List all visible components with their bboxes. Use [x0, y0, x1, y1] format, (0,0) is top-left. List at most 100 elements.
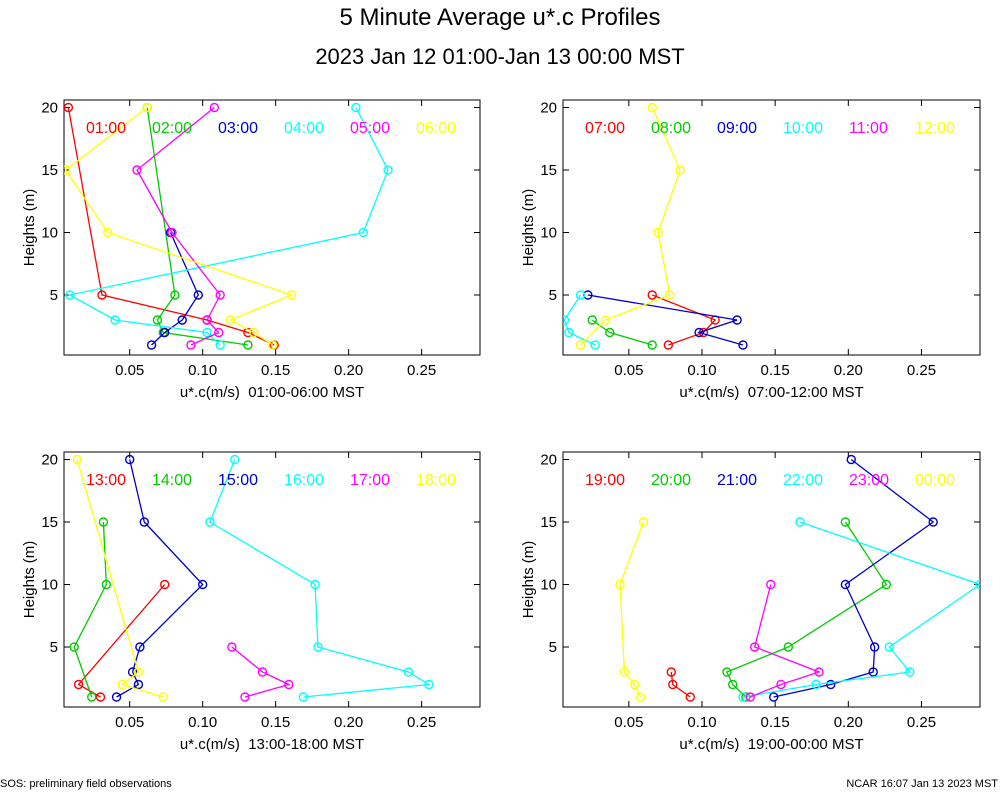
series-1300-point: [95, 692, 106, 702]
series-0900-point: [732, 315, 742, 325]
series-2300-point: [776, 679, 786, 690]
panel-3-xtick-label: 0.15: [261, 714, 290, 731]
series-0800-line: [591, 319, 653, 346]
panel-3-ytick-label: 5: [50, 639, 58, 656]
series-1800-point: [72, 454, 82, 465]
series-2200-point: [975, 579, 980, 590]
panel-1-data: [64, 102, 393, 350]
series-0600-point: [64, 165, 71, 175]
series-0000-point: [615, 579, 625, 590]
panel-1-xtick-label: 0.25: [407, 362, 436, 379]
series-0500-point: [215, 290, 225, 300]
series-1200-point: [600, 315, 611, 325]
series-1200-line: [580, 107, 681, 346]
legend-series-1100: 11:00: [849, 120, 888, 137]
series-2100-point: [826, 679, 836, 690]
panel-1-ytick-label: 15: [41, 162, 58, 179]
series-1500-point: [133, 679, 144, 690]
series-0500-point: [132, 165, 142, 175]
legend-series-1400: 14:00: [152, 472, 192, 489]
panel-4-ytick-label: 15: [540, 514, 557, 531]
series-0700-point: [663, 340, 674, 350]
series-1700-point: [284, 679, 294, 690]
series-0500-point: [209, 102, 220, 113]
panel-1-xtick-label: 0.10: [188, 362, 217, 379]
panel-4-xtick-label: 0.05: [614, 714, 643, 731]
series-2300-point: [766, 579, 776, 590]
series-0200-point: [170, 290, 180, 300]
panel-2-ytick-label: 20: [540, 100, 557, 117]
legend-series-0700: 07:00: [585, 120, 625, 137]
series-0900-point: [738, 340, 748, 350]
panel-4-xtick-label: 0.25: [907, 714, 936, 731]
series-1300-point: [160, 579, 170, 590]
series-0000-line: [619, 521, 645, 698]
series-0300-point: [160, 327, 170, 338]
series-2300-line: [750, 584, 821, 698]
series-1600-line: [209, 459, 431, 698]
legend-series-0400: 04:00: [284, 120, 324, 137]
series-1400-point: [101, 579, 112, 590]
series-0200-point: [243, 340, 253, 350]
series-0600-point: [142, 102, 152, 113]
series-0100-point: [243, 327, 253, 338]
series-1200-point: [575, 340, 586, 350]
series-2100-point: [928, 517, 938, 527]
panel-3-xtick-label: 0.05: [115, 714, 144, 731]
series-1600-point: [424, 679, 434, 690]
panel-4-ylabel: Heights (m): [520, 541, 537, 619]
series-0400-point: [202, 327, 212, 338]
series-2000-line: [725, 521, 888, 698]
panel-3-xtick-label: 0.25: [407, 714, 436, 731]
series-0700-point: [647, 290, 657, 300]
series-1600-point: [230, 454, 240, 465]
series-1300-point: [73, 679, 84, 690]
series-0400-point: [358, 227, 368, 238]
legend-series-0900: 09:00: [717, 120, 757, 137]
chart-subtitle: 2023 Jan 12 01:00-Jan 13 00:00 MST: [315, 44, 685, 69]
series-0600-point: [249, 327, 259, 338]
series-1600-point: [403, 667, 414, 677]
panel-3-ytick-label: 15: [41, 514, 58, 531]
panel-4: 0.05 0.10 0.15 0.20 0.25 5 10 15 20 u*.c(m/s) 19:…: [520, 451, 981, 753]
series-0200-line: [146, 107, 249, 346]
series-0800-point: [605, 327, 615, 338]
series-2300-point: [745, 692, 755, 702]
series-0600-line: [64, 106, 294, 346]
series-1500-point: [139, 517, 149, 527]
panel-4-xtick-label: 0.10: [687, 714, 716, 731]
panel-2: 0.05 0.10 0.15 0.20 0.25 5 10 15 20 u*.c(m/s) 07:…: [520, 99, 981, 401]
series-1800-point: [117, 679, 128, 690]
panel-2-ytick-label: 15: [540, 162, 557, 179]
series-0500-point: [167, 227, 177, 238]
series-1600-point: [313, 642, 323, 652]
legend-series-1500: 15:00: [218, 472, 258, 489]
panel-3: 0.05 0.10 0.15 0.20 0.25 5 10 15 20 u*.c(m/s) 13:…: [21, 451, 481, 753]
panel-4-data: [615, 454, 980, 702]
series-1900-point: [668, 679, 678, 690]
series-2100-line: [773, 458, 935, 698]
panel-1-ytick-label: 20: [41, 100, 58, 117]
series-1400-point: [69, 642, 79, 652]
panel-4-ytick-label: 10: [540, 577, 557, 594]
chart-title: 5 Minute Average u*.c Profiles: [339, 4, 661, 31]
panel-1-ytick-label: 5: [50, 287, 58, 304]
series-2200-line: [742, 521, 980, 698]
panel-2-ylabel: Heights (m): [520, 189, 537, 267]
series-1000-point: [575, 290, 586, 300]
series-0600-point: [225, 315, 236, 325]
legend-series-0200: 02:00: [152, 120, 192, 137]
panel-1-xtick-label: 0.20: [334, 362, 363, 379]
panel-3-xtick-label: 0.20: [334, 714, 363, 731]
legend-series-1700: 17:00: [350, 472, 390, 489]
panel-3-ytick-label: 10: [41, 577, 58, 594]
series-1000-point: [590, 340, 600, 350]
panel-2-xtick-label: 0.10: [687, 362, 716, 379]
series-0000-point: [619, 667, 630, 677]
series-1900-point: [685, 692, 695, 702]
series-0300-point: [177, 315, 187, 325]
panel-1: 0.05 0.10 0.15 0.20 0.25 5 10 15 20 u*.c(m/s) 01:…: [21, 99, 481, 401]
panel-2-xtick-label: 0.15: [761, 362, 790, 379]
panel-1-xtick-label: 0.05: [115, 362, 144, 379]
series-0100-line: [67, 107, 275, 346]
